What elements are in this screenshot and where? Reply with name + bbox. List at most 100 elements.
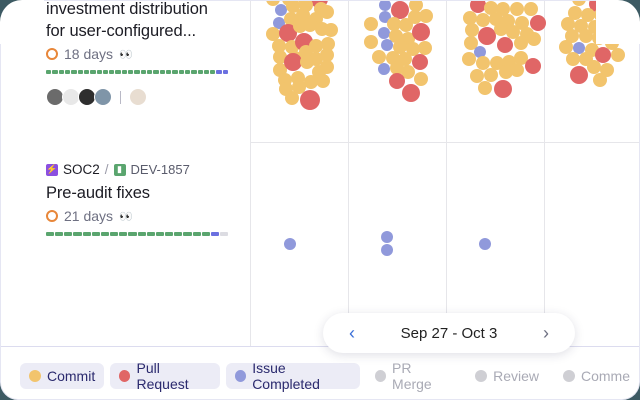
issue-bubble[interactable] <box>573 42 585 54</box>
commit-bubble[interactable] <box>515 16 529 30</box>
commit-bubble[interactable] <box>372 50 386 64</box>
commit-bubble[interactable] <box>510 63 524 77</box>
pull-request-bubble[interactable] <box>570 66 588 84</box>
commit-bubble[interactable] <box>273 50 287 64</box>
commit-bubble[interactable] <box>561 17 575 31</box>
commit-bubble[interactable] <box>316 74 330 88</box>
commit-bubble[interactable] <box>364 17 378 31</box>
commit-bubble[interactable] <box>514 51 528 65</box>
commit-bubble[interactable] <box>484 68 498 82</box>
commit-bubble[interactable] <box>566 52 580 66</box>
pull-request-bubble[interactable] <box>279 24 297 42</box>
pull-request-bubble[interactable] <box>595 47 611 63</box>
legend-issue-completed[interactable]: Issue Completed <box>225 360 360 392</box>
commit-bubble[interactable] <box>514 36 528 50</box>
pull-request-bubble[interactable] <box>389 73 405 89</box>
issue-bubble[interactable] <box>479 238 491 250</box>
next-week-button[interactable]: › <box>543 322 549 343</box>
commit-bubble[interactable] <box>565 29 579 43</box>
issue-bubble[interactable] <box>378 27 390 39</box>
commit-bubble[interactable] <box>463 11 477 25</box>
commit-bubble[interactable] <box>559 40 573 54</box>
issue-bubble[interactable] <box>474 46 486 58</box>
commit-bubble[interactable] <box>470 69 484 83</box>
commit-bubble[interactable] <box>478 81 492 95</box>
commit-bubble[interactable] <box>321 37 335 51</box>
commit-bubble[interactable] <box>579 29 593 43</box>
pull-request-bubble[interactable] <box>391 1 409 19</box>
commit-bubble[interactable] <box>299 1 313 12</box>
issue-bubble[interactable] <box>379 1 391 11</box>
project-name[interactable]: SOC2 <box>63 162 100 177</box>
commit-bubble[interactable] <box>581 8 595 22</box>
commit-bubble[interactable] <box>292 80 306 94</box>
commit-bubble[interactable] <box>320 48 334 62</box>
commit-bubble[interactable] <box>364 35 378 49</box>
commit-bubble[interactable] <box>568 6 582 20</box>
commit-bubble[interactable] <box>266 27 280 41</box>
commit-bubble[interactable] <box>304 75 318 89</box>
legend-pull-request[interactable]: Pull Request <box>110 360 220 392</box>
commit-bubble[interactable] <box>510 2 524 16</box>
commit-bubble[interactable] <box>272 39 286 53</box>
commit-bubble[interactable] <box>303 18 317 32</box>
commit-bubble[interactable] <box>506 25 520 39</box>
commit-bubble[interactable] <box>476 56 490 70</box>
commit-bubble[interactable] <box>320 60 334 74</box>
pull-request-bubble[interactable] <box>402 84 420 102</box>
commit-bubble[interactable] <box>285 91 299 105</box>
commit-bubble[interactable] <box>465 23 479 37</box>
legend-pr-merge[interactable]: PR Merge <box>366 360 460 392</box>
commit-bubble[interactable] <box>401 65 415 79</box>
commit-bubble[interactable] <box>572 1 586 6</box>
commit-bubble[interactable] <box>266 1 280 6</box>
commit-bubble[interactable] <box>320 5 334 19</box>
pull-request-bubble[interactable] <box>284 53 302 71</box>
legend-commit[interactable]: Commit <box>20 363 105 389</box>
commit-bubble[interactable] <box>499 65 513 79</box>
commit-bubble[interactable] <box>587 60 601 74</box>
pull-request-bubble[interactable] <box>525 58 541 74</box>
pull-request-bubble[interactable] <box>497 37 513 53</box>
task-pre-audit[interactable]: ⚡ SOC2 / ▮ DEV-1857 Pre-audit fixes 21 d… <box>46 162 229 236</box>
ticket-id[interactable]: DEV-1857 <box>130 162 190 177</box>
commit-bubble[interactable] <box>464 36 478 50</box>
pull-request-bubble[interactable] <box>470 1 486 13</box>
issue-bubble[interactable] <box>378 63 390 75</box>
commit-bubble[interactable] <box>593 73 607 87</box>
avatar[interactable] <box>129 88 147 106</box>
commit-bubble[interactable] <box>418 41 432 55</box>
pull-request-bubble[interactable] <box>412 23 430 41</box>
commit-bubble[interactable] <box>409 1 423 12</box>
commit-bubble[interactable] <box>524 2 538 16</box>
commit-bubble[interactable] <box>414 72 428 86</box>
pull-request-bubble[interactable] <box>412 54 428 70</box>
issue-bubble[interactable] <box>284 238 296 250</box>
commit-bubble[interactable] <box>406 42 420 56</box>
issue-bubble[interactable] <box>275 4 287 16</box>
commit-bubble[interactable] <box>419 9 433 23</box>
commit-bubble[interactable] <box>527 32 541 46</box>
commit-bubble[interactable] <box>324 23 338 37</box>
commit-bubble[interactable] <box>300 55 314 69</box>
commit-bubble[interactable] <box>390 61 404 75</box>
commit-bubble[interactable] <box>387 17 401 31</box>
prev-week-button[interactable]: ‹ <box>349 322 355 343</box>
task-investment[interactable]: investment distribution for user-configu… <box>46 1 229 106</box>
issue-bubble[interactable] <box>381 231 393 243</box>
issue-bubble[interactable] <box>381 39 393 51</box>
commit-bubble[interactable] <box>408 10 422 24</box>
commit-bubble[interactable] <box>389 29 403 43</box>
pull-request-bubble[interactable] <box>300 90 320 110</box>
issue-bubble[interactable] <box>381 244 393 256</box>
legend-review[interactable]: Review <box>466 363 548 389</box>
pull-request-bubble[interactable] <box>530 15 546 31</box>
commit-bubble[interactable] <box>494 22 508 36</box>
commit-bubble[interactable] <box>484 1 498 15</box>
legend-comme[interactable]: Comme <box>554 363 639 389</box>
commit-bubble[interactable] <box>462 52 476 66</box>
pull-request-bubble[interactable] <box>494 80 512 98</box>
commit-bubble[interactable] <box>393 40 407 54</box>
commit-bubble[interactable] <box>611 48 625 62</box>
avatar[interactable] <box>94 88 112 106</box>
